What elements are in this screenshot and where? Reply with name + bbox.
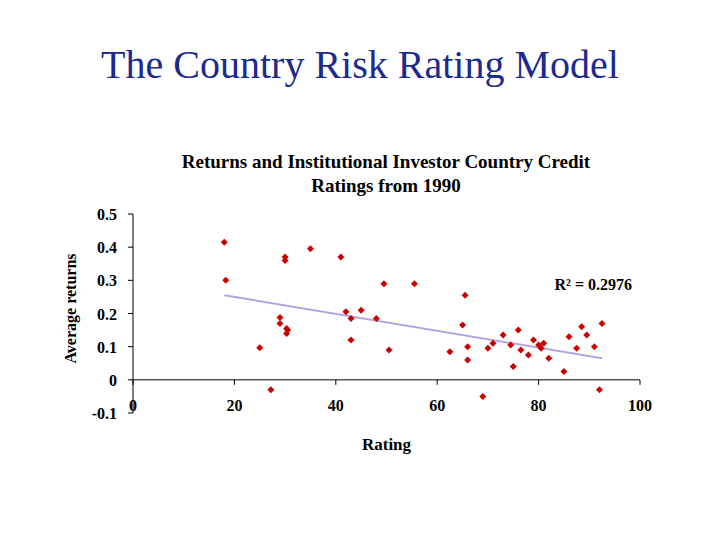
data-point	[221, 239, 228, 246]
data-point	[525, 351, 532, 358]
y-tick	[128, 313, 133, 314]
y-tick-label: 0.4	[97, 239, 117, 256]
data-point	[358, 307, 365, 314]
y-tick	[128, 346, 133, 347]
y-tick	[128, 214, 133, 215]
data-point	[464, 343, 471, 350]
y-tick-label: 0.2	[97, 306, 117, 323]
data-point	[489, 340, 496, 347]
y-tick-label: 0	[109, 372, 117, 389]
data-point	[591, 343, 598, 350]
data-point	[277, 320, 284, 327]
x-tick-label: 60	[429, 397, 445, 414]
data-point	[282, 257, 289, 264]
chart-title-line: Returns and Institutional Investor Count…	[182, 151, 591, 172]
data-point	[598, 320, 605, 327]
data-point	[464, 356, 471, 363]
data-point	[411, 280, 418, 287]
x-tick	[335, 380, 336, 385]
x-tick-label: 0	[129, 397, 137, 414]
x-axis-title: Rating	[362, 435, 412, 454]
y-tick	[128, 379, 133, 380]
data-point	[267, 386, 274, 393]
data-point	[573, 345, 580, 352]
y-tick-label: -0.1	[92, 405, 117, 422]
data-point	[510, 363, 517, 370]
data-point	[484, 345, 491, 352]
chart-title: Returns and Institutional Investor Count…	[182, 151, 591, 196]
x-tick	[234, 380, 235, 385]
x-tick-label: 40	[328, 397, 344, 414]
x-tick-label: 80	[531, 397, 547, 414]
data-point	[277, 314, 284, 321]
data-point	[342, 308, 349, 315]
x-axis-line	[133, 379, 640, 380]
data-point	[348, 337, 355, 344]
x-tick	[640, 380, 641, 385]
x-tick-label: 20	[226, 397, 242, 414]
data-point	[479, 393, 486, 400]
y-tick-label: 0.3	[97, 272, 117, 289]
data-point	[386, 346, 393, 353]
data-point	[380, 280, 387, 287]
data-point	[284, 327, 291, 334]
data-point	[566, 333, 573, 340]
data-point	[256, 344, 263, 351]
data-point	[530, 337, 537, 344]
data-point	[517, 346, 524, 353]
data-point	[515, 327, 522, 334]
data-point	[583, 332, 590, 339]
x-tick-label: 100	[628, 397, 652, 414]
y-axis-title: Average returns	[62, 253, 80, 363]
x-tick	[133, 380, 134, 385]
data-point	[507, 342, 514, 349]
data-point	[446, 348, 453, 355]
y-tick	[128, 280, 133, 281]
data-point	[545, 355, 552, 362]
data-point	[540, 340, 547, 347]
x-tick	[538, 380, 539, 385]
data-point	[462, 292, 469, 299]
data-point	[596, 386, 603, 393]
annotation: R² = 0.2976	[555, 276, 632, 293]
y-tick-label: 0.5	[97, 206, 117, 223]
plot-data	[221, 239, 606, 400]
data-point	[307, 245, 314, 252]
data-point	[578, 323, 585, 330]
trend-line	[224, 295, 602, 358]
data-point	[337, 254, 344, 261]
y-tick-label: 0.1	[97, 339, 117, 356]
slide-title: The Country Risk Rating Model	[101, 42, 619, 87]
data-point	[373, 315, 380, 322]
data-point	[222, 277, 229, 284]
data-point	[560, 368, 567, 375]
y-tick	[128, 247, 133, 248]
data-point	[348, 315, 355, 322]
chart-title-line: Ratings from 1990	[311, 175, 461, 196]
slide: The Country Risk Rating Model Returns and…	[0, 0, 720, 540]
data-point	[500, 332, 507, 339]
x-tick	[437, 380, 438, 385]
data-point	[459, 322, 466, 329]
